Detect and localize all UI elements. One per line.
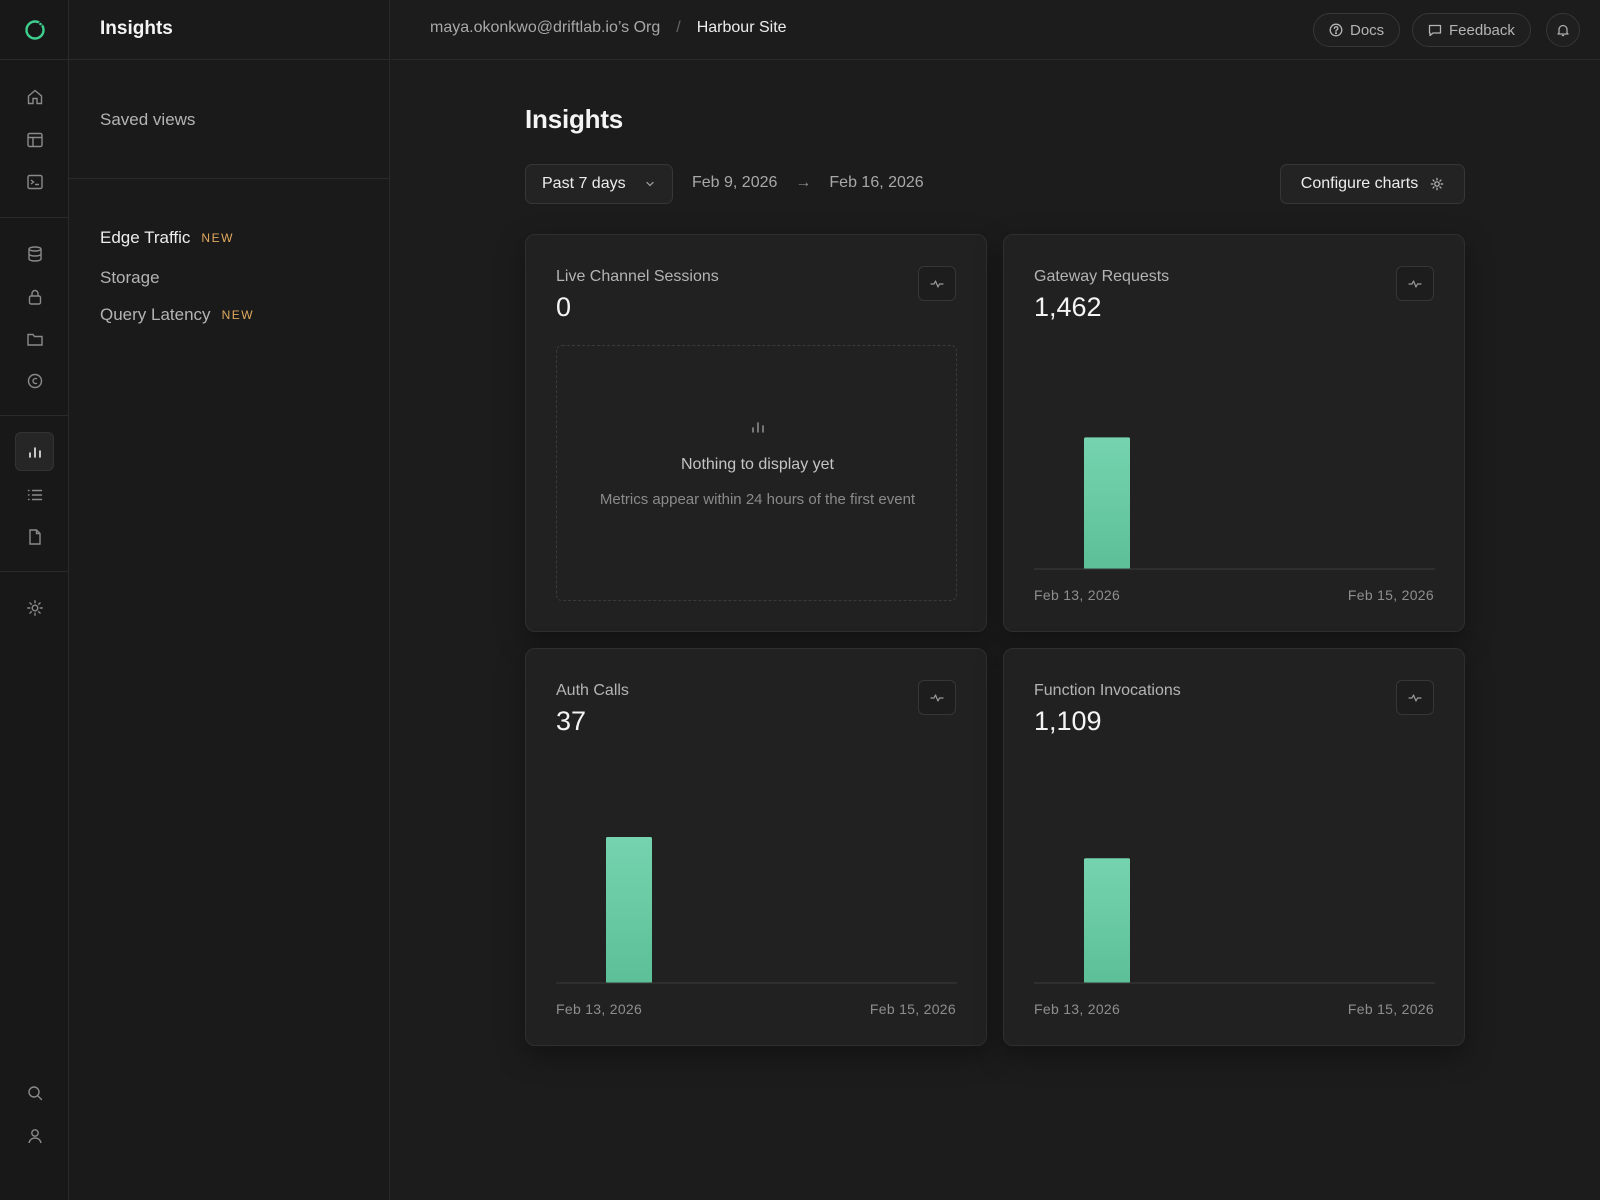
empty-state: Nothing to display yet Metrics appear wi… bbox=[556, 345, 957, 601]
card-activity-button[interactable] bbox=[1396, 680, 1434, 715]
card-activity-button[interactable] bbox=[918, 266, 956, 301]
card-activity-button[interactable] bbox=[1396, 266, 1434, 301]
page-title: Insights bbox=[525, 104, 624, 134]
x-axis-start-label: Feb 13, 2026 bbox=[556, 1001, 643, 1017]
rail-divider bbox=[0, 415, 69, 416]
new-badge: NEW bbox=[221, 308, 255, 322]
bar-chart-icon bbox=[750, 419, 766, 435]
rail-divider bbox=[0, 217, 69, 218]
sidebar-item-query-latency[interactable]: Query Latency NEW bbox=[100, 305, 254, 325]
empty-state-title: Nothing to display yet bbox=[681, 456, 834, 473]
sidebar-item-label: Storage bbox=[100, 268, 160, 287]
sidebar-item-edge-traffic[interactable]: Edge Traffic NEW bbox=[100, 228, 234, 248]
copyright-icon[interactable] bbox=[15, 361, 54, 400]
user-icon[interactable] bbox=[15, 1116, 54, 1155]
insights-sidebar: Insights Saved views Edge Traffic NEW St… bbox=[69, 0, 390, 1200]
auth-lock-icon[interactable] bbox=[15, 277, 54, 316]
top-bar: maya.okonkwo@driftlab.io’s Org / Harbour… bbox=[391, 0, 1600, 60]
new-badge: NEW bbox=[201, 231, 234, 245]
configure-charts-label: Configure charts bbox=[1300, 175, 1419, 192]
auth-calls-chart bbox=[556, 836, 957, 984]
card-value: 37 bbox=[556, 706, 587, 736]
activity-icon bbox=[930, 691, 944, 705]
feedback-button[interactable]: Feedback bbox=[1412, 13, 1531, 47]
x-axis-end-label: Feb 15, 2026 bbox=[869, 1001, 956, 1017]
card-activity-button[interactable] bbox=[918, 680, 956, 715]
sql-editor-icon[interactable] bbox=[15, 162, 54, 201]
empty-state-message: Metrics appear within 24 hours of the fi… bbox=[599, 491, 916, 508]
breadcrumb-org[interactable]: maya.okonkwo@driftlab.io’s Org bbox=[430, 19, 661, 36]
bell-icon bbox=[1556, 23, 1570, 37]
card-title: Gateway Requests bbox=[1034, 268, 1170, 285]
x-axis-start-label: Feb 13, 2026 bbox=[1034, 1001, 1121, 1017]
settings-gear-icon[interactable] bbox=[15, 588, 54, 627]
storage-folder-icon[interactable] bbox=[15, 319, 54, 358]
search-icon[interactable] bbox=[15, 1073, 54, 1112]
date-range-display: Feb 9, 2026 → Feb 16, 2026 bbox=[692, 174, 924, 192]
gear-icon bbox=[1430, 177, 1444, 191]
help-circle-icon bbox=[1329, 23, 1343, 37]
message-square-icon bbox=[1428, 23, 1442, 37]
activity-icon bbox=[930, 277, 944, 291]
bar-feb-13-2026[interactable] bbox=[1084, 858, 1130, 983]
card-title: Auth Calls bbox=[556, 682, 629, 699]
card-value: 0 bbox=[556, 292, 572, 322]
saved-views-label: Saved views bbox=[100, 110, 196, 129]
breadcrumb-separator: / bbox=[676, 19, 681, 36]
sidebar-title: Insights bbox=[100, 18, 173, 39]
logo-icon[interactable] bbox=[24, 19, 46, 41]
metric-card-live-channel-sessions: Live Channel Sessions 0 Nothing to displ… bbox=[525, 234, 987, 632]
date-range-value: Past 7 days bbox=[542, 175, 626, 192]
home-icon[interactable] bbox=[15, 77, 54, 116]
breadcrumb-project[interactable]: Harbour Site bbox=[696, 19, 787, 36]
docs-button[interactable]: Docs bbox=[1313, 13, 1401, 47]
saved-views-link[interactable]: Saved views bbox=[100, 110, 195, 130]
metric-card-gateway-requests: Gateway Requests 1,462 Feb 13, 2026 Feb … bbox=[1003, 234, 1465, 632]
activity-icon bbox=[1408, 277, 1422, 291]
logo-area bbox=[0, 0, 69, 60]
insights-chart-icon[interactable] bbox=[15, 432, 54, 471]
date-range-select[interactable]: Past 7 days bbox=[525, 164, 673, 204]
metric-card-function-invocations: Function Invocations 1,109 Feb 13, 2026 … bbox=[1003, 648, 1465, 1046]
function-invocations-chart bbox=[1034, 858, 1435, 984]
range-end-date: Feb 16, 2026 bbox=[829, 174, 924, 191]
docs-file-icon[interactable] bbox=[15, 517, 54, 556]
sidebar-item-storage[interactable]: Storage bbox=[100, 268, 160, 288]
rail-divider bbox=[0, 571, 69, 572]
docs-label: Docs bbox=[1350, 21, 1385, 39]
database-icon[interactable] bbox=[15, 234, 54, 273]
bar-feb-13-2026[interactable] bbox=[606, 836, 652, 983]
configure-charts-button[interactable]: Configure charts bbox=[1280, 164, 1465, 204]
notifications-button[interactable] bbox=[1546, 13, 1580, 47]
logs-list-icon[interactable] bbox=[15, 475, 54, 514]
card-value: 1,462 bbox=[1034, 292, 1102, 322]
x-axis-start-label: Feb 13, 2026 bbox=[1034, 587, 1121, 603]
metric-card-auth-calls: Auth Calls 37 Feb 13, 2026 Feb 15, 2026 bbox=[525, 648, 987, 1046]
chevron-down-icon bbox=[644, 178, 656, 190]
breadcrumb: maya.okonkwo@driftlab.io’s Org / Harbour… bbox=[430, 19, 787, 37]
sidebar-item-label: Query Latency bbox=[100, 305, 211, 324]
card-title: Function Invocations bbox=[1034, 682, 1181, 699]
feedback-label: Feedback bbox=[1449, 21, 1515, 39]
activity-icon bbox=[1408, 691, 1422, 705]
sidebar-divider bbox=[69, 178, 389, 179]
gateway-requests-chart bbox=[1034, 437, 1435, 570]
range-arrow-icon: → bbox=[795, 174, 812, 191]
sidebar-item-label: Edge Traffic bbox=[100, 228, 191, 247]
card-title: Live Channel Sessions bbox=[556, 268, 719, 285]
bar-feb-13-2026[interactable] bbox=[1084, 437, 1130, 569]
x-axis-end-label: Feb 15, 2026 bbox=[1347, 587, 1434, 603]
x-axis-end-label: Feb 15, 2026 bbox=[1347, 1001, 1434, 1017]
table-editor-icon[interactable] bbox=[15, 120, 54, 159]
icon-rail bbox=[0, 0, 69, 1200]
range-start-date: Feb 9, 2026 bbox=[692, 174, 778, 191]
sidebar-header: Insights bbox=[69, 0, 389, 60]
card-value: 1,109 bbox=[1034, 706, 1102, 736]
